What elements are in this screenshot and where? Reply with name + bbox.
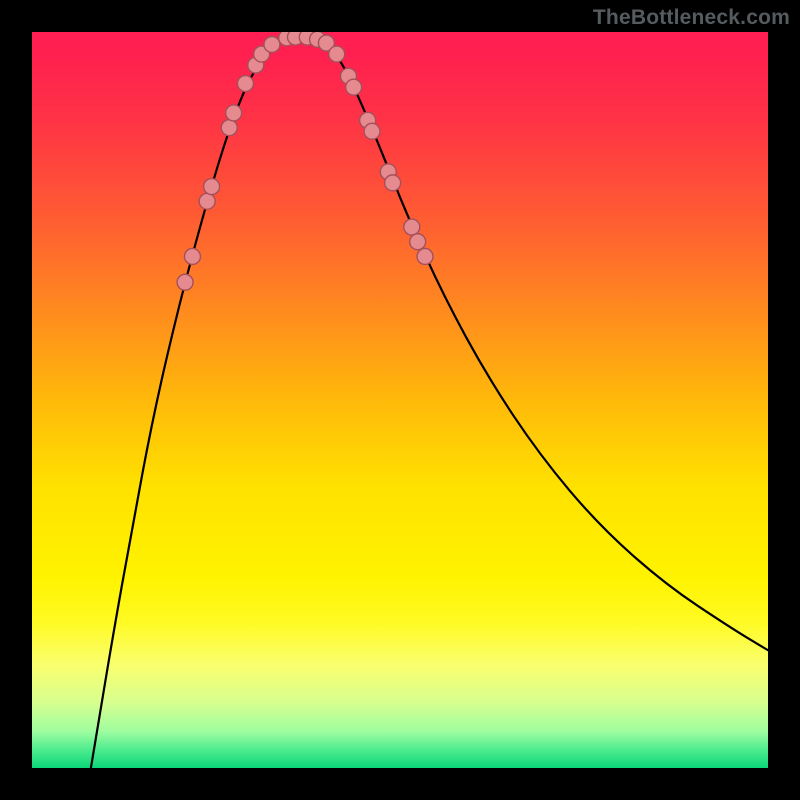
data-marker bbox=[404, 219, 420, 235]
data-marker bbox=[417, 248, 433, 264]
data-marker bbox=[385, 175, 401, 191]
outer-frame: TheBottleneck.com bbox=[0, 0, 800, 800]
data-marker bbox=[410, 234, 426, 250]
data-marker bbox=[226, 105, 242, 121]
data-marker bbox=[177, 274, 193, 290]
data-marker bbox=[329, 46, 345, 62]
data-marker bbox=[199, 193, 215, 209]
data-marker bbox=[346, 79, 362, 95]
data-marker bbox=[364, 123, 380, 139]
data-marker bbox=[184, 248, 200, 264]
data-marker bbox=[221, 120, 237, 136]
gradient-background bbox=[32, 32, 768, 768]
watermark-text: TheBottleneck.com bbox=[593, 6, 790, 30]
data-marker bbox=[204, 179, 220, 195]
chart-svg bbox=[32, 32, 768, 768]
plot-area bbox=[32, 32, 768, 768]
data-marker bbox=[237, 76, 253, 92]
data-marker bbox=[264, 37, 280, 53]
